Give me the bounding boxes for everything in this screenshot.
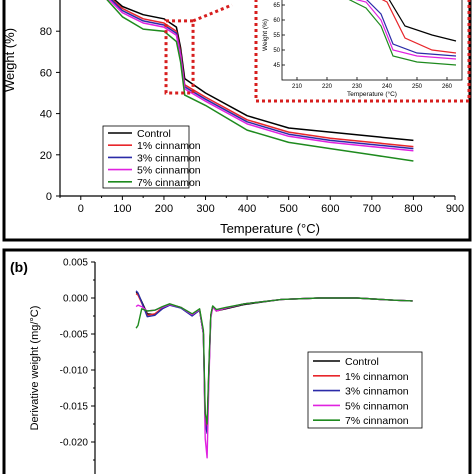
panel-b: (b) 0.005 0.000 -0.005 -0.010 -0.015 -0.020 D… [10,258,423,474]
inset-y-tick-label: 65 [273,3,280,9]
panel-b-series-7pct-cinnamon [135,297,413,425]
panel-a-series-7pct-cinnamon [106,0,414,162]
inset-x-tick-label: 230 [352,84,363,90]
panel-b-legend-label: 3% cinnamon [345,386,409,398]
panel-a-legend-label: 5% cinnamon [137,165,201,177]
panel-a-y-tick-label: 80 [40,26,52,38]
inset-x-tick-label: 250 [412,84,423,90]
inset-series-7pct-cinnamon [348,0,457,66]
panel-a-series-control [113,0,414,142]
panel-a-y-tick-label: 60 [40,67,52,79]
panel-a-x-tick-label: 600 [321,203,339,215]
panel-a-y-axis-title: Weight (%) [2,28,17,92]
inset-y-axis-title: Weight (%) [262,19,269,51]
panel-b-y-tick-label: -0.005 [60,330,89,341]
panel-b-legend-label: 5% cinnamon [345,400,409,412]
panel-b-y-axis-title: Derivative weight (mg/°C) [29,306,41,431]
panel-b-y-tick-label: 0.000 [63,294,88,305]
panel-b-y-tick-label: 0.005 [63,258,88,269]
panel-a-legend-label: 3% cinnamon [137,152,201,164]
panel-a-x-tick-label: 500 [280,203,298,215]
inset-series-1pct-cinnamon [381,0,457,54]
panel-a-x-tick-label: 100 [113,203,131,215]
inset-y-tick-label: 45 [273,63,280,69]
inset-y-tick-label: 50 [273,48,280,54]
panel-b-legend-label: Control [345,356,379,368]
panel-b-y-tick-label: -0.010 [60,366,89,377]
panel-a-x-tick-label: 0 [78,203,84,215]
panel-a: 0 100 200 300 400 500 600 700 800 900 0 20 40 60 80 We… [2,0,471,236]
panel-a-series-5pct-cinnamon [108,0,414,152]
panel-a-x-tick-label: 200 [155,203,173,215]
panel-b-legend-frame [307,351,423,429]
inset-y-tick-label: 55 [273,33,280,39]
panel-a-axes: 0 100 200 300 400 500 600 700 800 900 0 20 40 60 80 [40,0,464,215]
panel-a-frame [2,0,472,242]
zoom-connector-line [192,3,233,23]
panel-a-x-tick-label: 900 [446,203,464,215]
panel-a-y-tick-label: 20 [40,150,52,162]
panel-a-x-tick-label: 400 [238,203,256,215]
panel-a-x-tick-label: 300 [196,203,214,215]
panel-a-x-tick-label: 700 [363,203,381,215]
zoom-highlight-box [164,19,195,95]
panel-a-x-axis-title: Temperature (°C) [220,221,320,236]
inset-x-axis-title: Temperature (°C) [347,90,397,98]
panel-b-legend-label: 7% cinnamon [345,415,409,427]
panel-b-legend: Control 1% cinnamon 3% cinnamon 5% cinnamon… [307,351,423,429]
inset-x-tick-label: 210 [292,84,303,90]
panel-a-legend-label: 7% cinnamon [137,177,201,189]
panel-b-label: (b) [10,259,28,275]
inset-series-3pct-cinnamon [366,0,457,57]
inset-x-tick-label: 260 [442,84,453,90]
inset-x-tick-label: 220 [322,84,333,90]
inset-chart: 210220230240250260455055606570Temperatur… [262,0,463,98]
panel-a-legend-label: 1% cinnamon [137,140,201,152]
panel-a-legend-label: Control [137,128,171,140]
inset-series-control [388,0,457,42]
inset-frame [281,0,463,81]
panel-b-y-tick-label: -0.020 [60,438,89,449]
panel-a-x-tick-label: 800 [404,203,422,215]
panel-b-legend-label: 1% cinnamon [345,371,409,383]
panel-b-axes: 0.005 0.000 -0.005 -0.010 -0.015 -0.020 [60,258,96,474]
panel-b-y-tick-label: -0.015 [60,402,89,413]
panel-a-y-tick-label: 0 [46,191,52,203]
inset-y-tick-label: 60 [273,18,280,24]
panel-b-frame [2,248,472,474]
inset-x-tick-label: 240 [382,84,393,90]
panel-a-y-tick-label: 40 [40,109,52,121]
inset-series-5pct-cinnamon [355,0,457,60]
